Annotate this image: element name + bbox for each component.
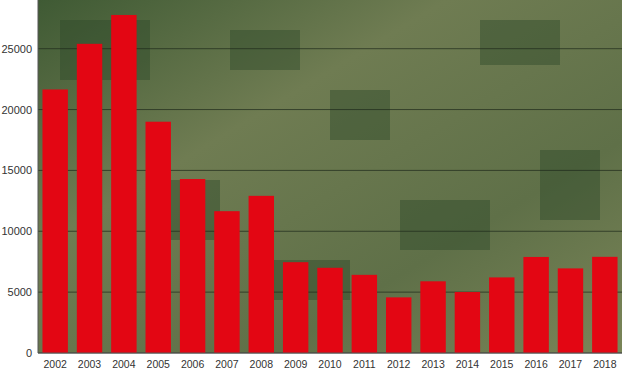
bar (420, 281, 445, 353)
y-tick-label: 25000 (1, 43, 32, 55)
x-tick-label: 2006 (181, 358, 205, 370)
x-tick-label: 2009 (284, 358, 308, 370)
y-tick-label: 0 (26, 347, 32, 359)
x-tick-label: 2002 (43, 358, 67, 370)
bar (386, 297, 411, 353)
x-tick-label: 2004 (112, 358, 136, 370)
x-tick-label: 2017 (559, 358, 583, 370)
background-patch (400, 200, 490, 250)
background-patch (230, 30, 300, 70)
grid-line (38, 353, 622, 354)
y-tick-label: 10000 (1, 225, 32, 237)
x-tick-label: 2013 (421, 358, 445, 370)
bar (77, 44, 102, 353)
x-tick-label: 2011 (353, 358, 376, 370)
y-axis-line (38, 0, 39, 353)
bar (489, 277, 514, 353)
bar (317, 268, 342, 353)
bar (249, 196, 274, 353)
plot-background (38, 0, 622, 353)
chart-svg: 0 5000 10000 15000 20000 25000 2002 2003 2004 200… (0, 0, 624, 374)
background-patch (330, 90, 390, 140)
x-tick-label: 2015 (490, 358, 514, 370)
x-tick-label: 2018 (593, 358, 617, 370)
bar (111, 15, 136, 353)
bar (558, 268, 583, 353)
bar (283, 262, 308, 353)
x-tick-label: 2003 (78, 358, 102, 370)
background-patch (480, 20, 560, 65)
chart-container: 0 5000 10000 15000 20000 25000 2002 2003 2004 200… (0, 0, 624, 374)
y-tick-label: 20000 (1, 104, 32, 116)
y-tick-label: 15000 (1, 164, 32, 176)
x-tick-label: 2005 (147, 358, 171, 370)
x-tick-label: 2012 (387, 358, 411, 370)
bar (455, 292, 480, 353)
bar (42, 89, 67, 353)
x-tick-label: 2008 (250, 358, 274, 370)
bar (180, 179, 205, 353)
x-tick-label: 2016 (524, 358, 548, 370)
x-tick-label: 2007 (215, 358, 239, 370)
x-tick-label: 2014 (456, 358, 480, 370)
background-patch (540, 150, 600, 220)
x-axis-line (38, 353, 622, 354)
y-tick-label: 5000 (8, 286, 32, 298)
x-tick-label: 2010 (318, 358, 342, 370)
bars (42, 15, 617, 353)
bar (352, 275, 377, 353)
bar (214, 211, 239, 353)
bar (523, 257, 548, 353)
bar (146, 122, 171, 353)
bar (592, 257, 617, 353)
